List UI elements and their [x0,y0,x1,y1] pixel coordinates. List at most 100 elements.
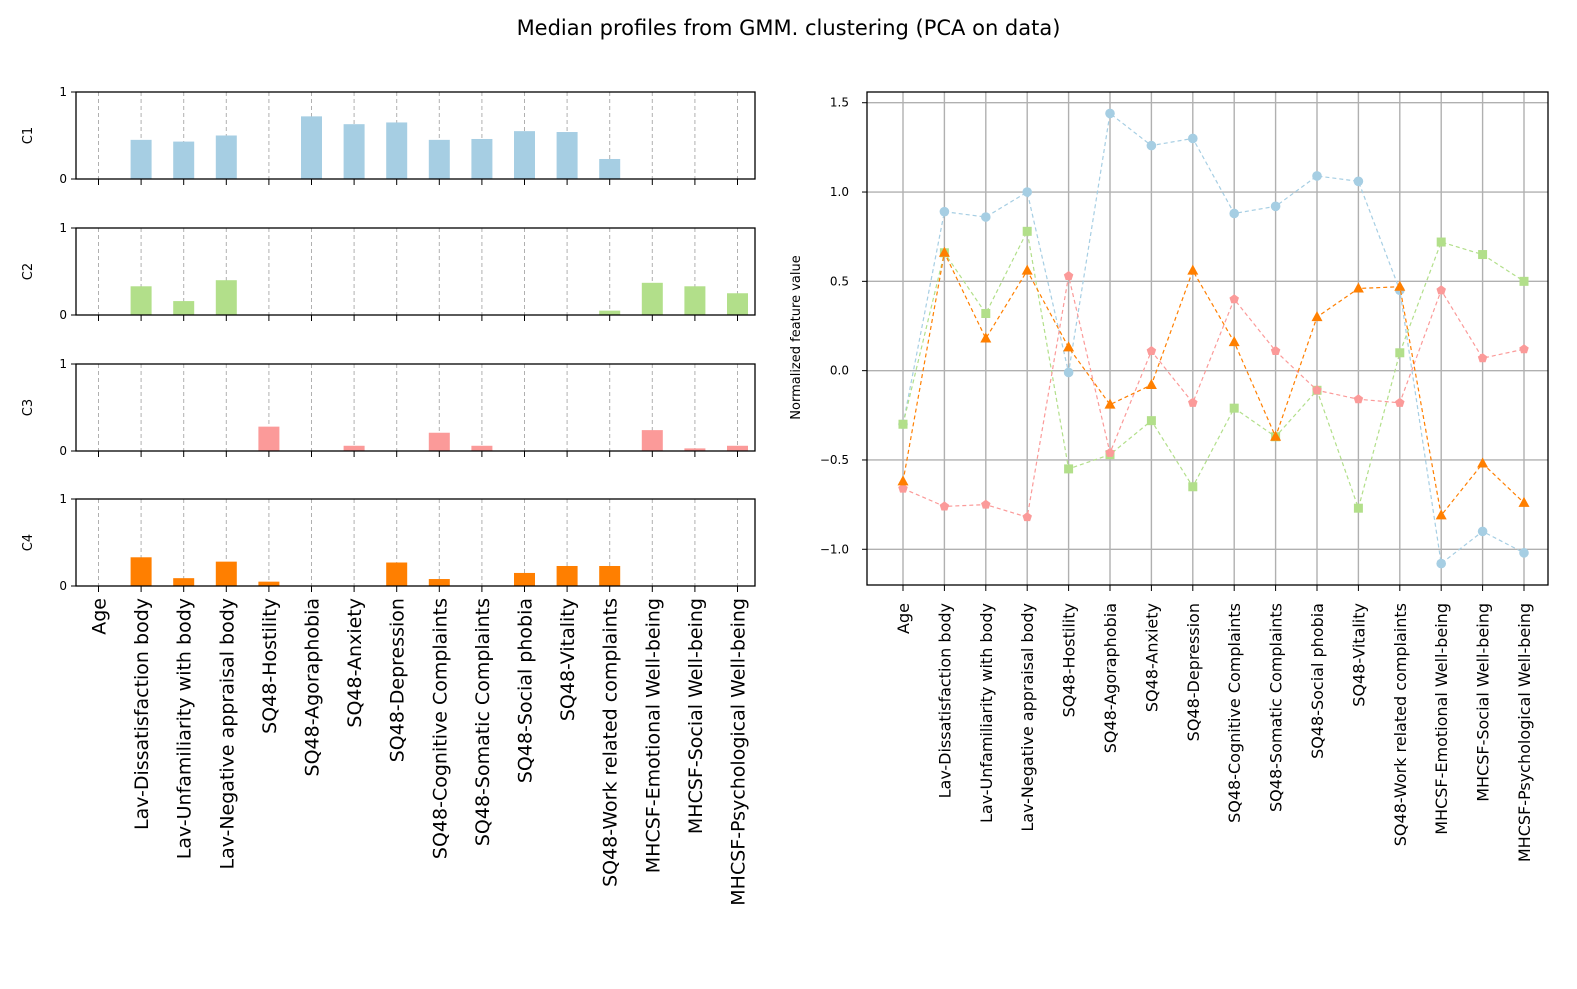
data-point [1146,346,1157,356]
data-point [1353,394,1364,404]
y-axis-label: C1 [21,127,36,144]
data-point [980,332,992,343]
data-point [1436,558,1446,569]
bar [471,138,493,179]
data-point [1104,398,1116,409]
data-point [897,475,909,486]
x-tick-label: SQ48-Cognitive Complaints [1225,603,1244,823]
data-point [1435,509,1447,520]
y-axis-label: Normalized feature value [789,255,804,419]
x-tick-label: SQ48-Vitality [557,598,579,721]
y-tick-label: 0.5 [830,274,849,288]
bar [386,562,408,586]
series-line [902,275,1525,518]
bar [556,132,578,179]
data-point [1063,270,1074,281]
data-point [1229,294,1239,304]
x-tick-label: MHCSF-Psychological Well-being [1515,603,1534,862]
bar [215,561,237,586]
data-point [1394,280,1406,291]
data-point [1187,264,1199,275]
bar [599,310,621,315]
x-tick-label: SQ48-Vitality [1349,603,1368,707]
bar [215,135,237,179]
data-point [1395,397,1405,407]
data-point [1188,397,1198,407]
x-tick-label: SQ48-Work related complaints [1391,603,1410,846]
data-point [1477,526,1488,537]
data-point [1105,447,1115,457]
data-point [1353,176,1364,187]
x-tick-label: Lav-Dissatisfaction body [131,598,153,830]
line-grid [867,92,1548,585]
x-tick-label: SQ48-Social phobia [1308,603,1327,759]
series-line [902,250,1525,517]
x-tick-label: SQ48-Agoraphobia [302,598,324,776]
bar [343,445,365,451]
x-tick-label: Lav-Dissatisfaction body [935,603,954,798]
x-tick-label: Lav-Unfamiliarity with body [174,598,196,859]
y-tick-label: 0 [59,579,67,593]
bar-panel-c2: 0 1 C2 [21,221,756,322]
data-point [1022,226,1032,236]
data-point [981,212,991,222]
data-point [1270,346,1281,356]
data-point [938,246,950,257]
axes-frame [75,498,756,587]
x-tick-label: SQ48-Hostility [259,598,281,734]
bar [727,293,748,315]
bar [641,282,663,315]
bar-panel-c1: 0 1 C1 [21,85,756,186]
data-point [1146,140,1157,151]
data-point [1478,250,1488,260]
y-axis-label: C2 [21,263,36,280]
data-point [1270,201,1281,212]
bar [343,124,365,179]
data-point [1228,336,1240,347]
series-line [902,229,1525,511]
bar-chart-panels: 0 1 C1 0 1 C2 0 1 C3 0 1 C4 Age Lav-Dissatisfaction b… [21,85,756,906]
bar [173,141,195,179]
x-tick-label: MHCSF-Social Well-being [685,598,707,834]
axes-frame [866,91,1549,586]
y-tick-label: 0.0 [830,364,849,378]
y-axis-label: C4 [21,534,36,551]
y-tick-label: 1 [59,357,67,371]
data-point [1063,341,1075,352]
bar [258,426,280,451]
bar [599,158,621,179]
series-1 [898,108,1529,569]
series-4 [897,246,1530,520]
x-tick-label: SQ48-Depression [1184,603,1203,741]
bar [428,432,450,451]
data-point [981,499,991,509]
y-tick-label: 0 [59,444,67,458]
bar-panel-c4: 0 1 C4 [21,492,756,593]
data-point [939,206,950,217]
bar [599,565,621,586]
bar [173,578,195,586]
data-point [1312,171,1322,181]
data-point [1021,264,1033,275]
bar [130,557,152,586]
axes-frame [75,91,756,180]
y-tick-label: 1.0 [830,185,849,199]
y-axis-label: C3 [21,399,36,416]
data-point [1477,353,1488,363]
data-point [1311,311,1323,322]
x-tick-label: SQ48-Work related complaints [600,598,622,887]
y-tick-label: 1.5 [830,96,849,110]
x-tick-label: SQ48-Somatic Complaints [472,598,494,846]
bar [258,581,280,586]
data-point [1436,285,1446,295]
data-point [1352,282,1364,293]
x-tick-label: SQ48-Agoraphobia [1101,603,1120,753]
x-tick-label: Lav-Negative appraisal body [216,598,238,869]
x-tick-label: Lav-Unfamiliarity with body [977,603,996,823]
y-tick-label: 0 [59,308,67,322]
data-point [1064,464,1074,474]
x-tick-label: MHCSF-Social Well-being [1474,603,1493,802]
axes-frame [75,227,756,316]
y-tick-label: 1 [59,221,67,235]
x-tick-label: SQ48-Anxiety [1142,603,1161,712]
